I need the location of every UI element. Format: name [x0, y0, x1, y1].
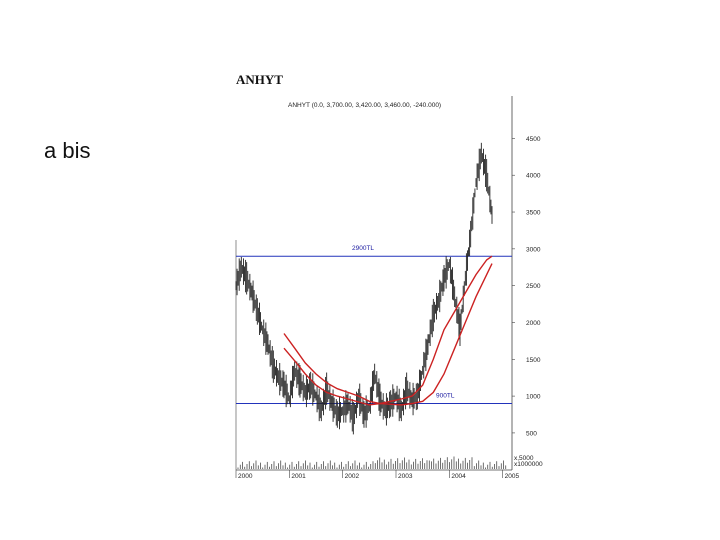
- volume-label: x,5000: [514, 455, 534, 462]
- x-tick-label: 2001: [291, 473, 306, 480]
- y-tick-label: 4000: [526, 173, 541, 180]
- moving-average-line: [283, 263, 493, 406]
- y-tick-label: 3000: [526, 246, 541, 253]
- x-tick-label: 2005: [505, 473, 520, 480]
- chart-subtitle: ANHYT (0.0, 3,700.00, 3,420.00, 3,460.00…: [288, 102, 441, 109]
- moving-average-line: [283, 255, 493, 406]
- y-tick-label: 3500: [526, 210, 541, 217]
- price-bars: [235, 142, 493, 435]
- y-tick-label: 1500: [526, 357, 541, 364]
- volume-scale-label: x1000000: [514, 461, 543, 468]
- x-tick-label: 2004: [451, 473, 466, 480]
- x-tick-label: 2002: [345, 473, 360, 480]
- x-tick-label: 2000: [238, 473, 253, 480]
- y-tick-label: 2000: [526, 320, 541, 327]
- y-tick-label: 1000: [526, 394, 541, 401]
- reference-line-label: 900TL: [436, 392, 455, 399]
- reference-line-label: 2900TL: [352, 245, 374, 252]
- chart-title: ANHYT: [236, 72, 283, 87]
- slide-bullet-text: a bis: [44, 138, 91, 163]
- volume-bars: [237, 456, 507, 469]
- x-tick-label: 2003: [398, 473, 413, 480]
- y-tick-label: 2500: [526, 283, 541, 290]
- y-tick-label: 4500: [526, 136, 541, 143]
- chart-frame: [235, 96, 512, 484]
- moving-averages: [283, 255, 493, 406]
- x-ticks: 2000 2001 2002 2003 2004 2005: [235, 470, 520, 480]
- y-tick-label: 500: [526, 430, 537, 437]
- y-ticks: 500 1000 1500 2000 2500 3000 3500 4000 4500: [512, 136, 541, 437]
